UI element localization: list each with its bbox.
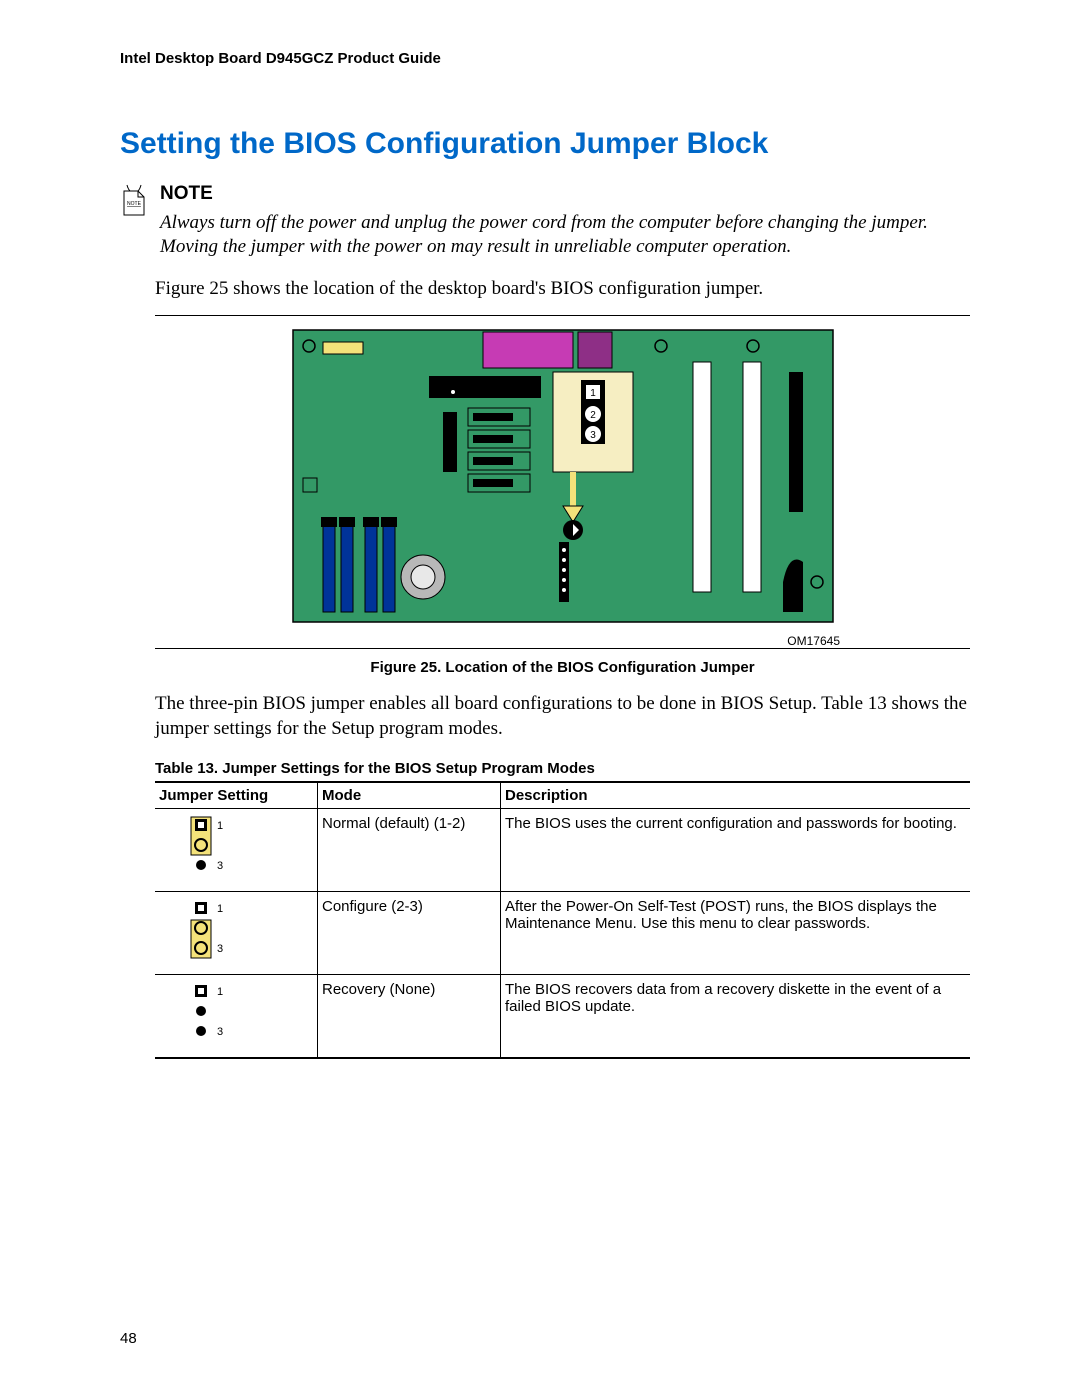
table-caption: Table 13. Jumper Settings for the BIOS S… <box>155 760 970 777</box>
section-title: Setting the BIOS Configuration Jumper Bl… <box>120 127 970 161</box>
desc-cell: The BIOS uses the current configuration … <box>501 808 971 891</box>
mode-cell: Recovery (None) <box>318 974 501 1058</box>
mode-cell: Configure (2-3) <box>318 891 501 974</box>
th-setting: Jumper Setting <box>155 782 318 809</box>
desc-cell: After the Power-On Self-Test (POST) runs… <box>501 891 971 974</box>
figure-om-label: OM17645 <box>155 634 970 648</box>
note-block: NOTE NOTE Always turn off the power and … <box>120 183 970 277</box>
svg-text:1: 1 <box>590 388 596 399</box>
jumper-setting-icon: 1 3 <box>155 974 318 1058</box>
svg-text:3: 3 <box>217 1026 223 1038</box>
note-icon: NOTE <box>120 183 148 222</box>
svg-text:2: 2 <box>590 410 596 421</box>
intro-paragraph-1: Figure 25 shows the location of the desk… <box>120 277 970 302</box>
page-number: 48 <box>120 1330 137 1347</box>
figure-caption: Figure 25. Location of the BIOS Configur… <box>155 659 970 676</box>
jumper-setting-icon: 1 3 <box>155 891 318 974</box>
mode-cell: Normal (default) (1-2) <box>318 808 501 891</box>
table-row: 1 3 Normal (default) (1-2)The BIOS uses … <box>155 808 970 891</box>
svg-text:1: 1 <box>217 986 223 998</box>
table-row: 1 3 Configure (2-3)After the Power-On Se… <box>155 891 970 974</box>
desc-cell: The BIOS recovers data from a recovery d… <box>501 974 971 1058</box>
jumper-setting-icon: 1 3 <box>155 808 318 891</box>
running-header: Intel Desktop Board D945GCZ Product Guid… <box>120 50 970 67</box>
intro-paragraph-2: The three-pin BIOS jumper enables all bo… <box>120 692 970 741</box>
th-desc: Description <box>501 782 971 809</box>
svg-text:3: 3 <box>217 943 223 955</box>
svg-text:1: 1 <box>217 820 223 832</box>
svg-text:1: 1 <box>217 903 223 915</box>
figure-25: 1 2 3 OM17645 Figure 25. Loca <box>120 315 970 676</box>
note-label: NOTE <box>160 183 970 205</box>
svg-text:3: 3 <box>217 860 223 872</box>
svg-text:NOTE: NOTE <box>127 201 142 207</box>
svg-text:3: 3 <box>590 430 596 441</box>
motherboard-diagram: 1 2 3 <box>283 322 843 632</box>
jumper-table: Jumper Setting Mode Description 1 3 Norm… <box>155 781 970 1059</box>
note-body: Always turn off the power and unplug the… <box>160 211 970 259</box>
th-mode: Mode <box>318 782 501 809</box>
table-row: 1 3 Recovery (None)The BIOS recovers dat… <box>155 974 970 1058</box>
